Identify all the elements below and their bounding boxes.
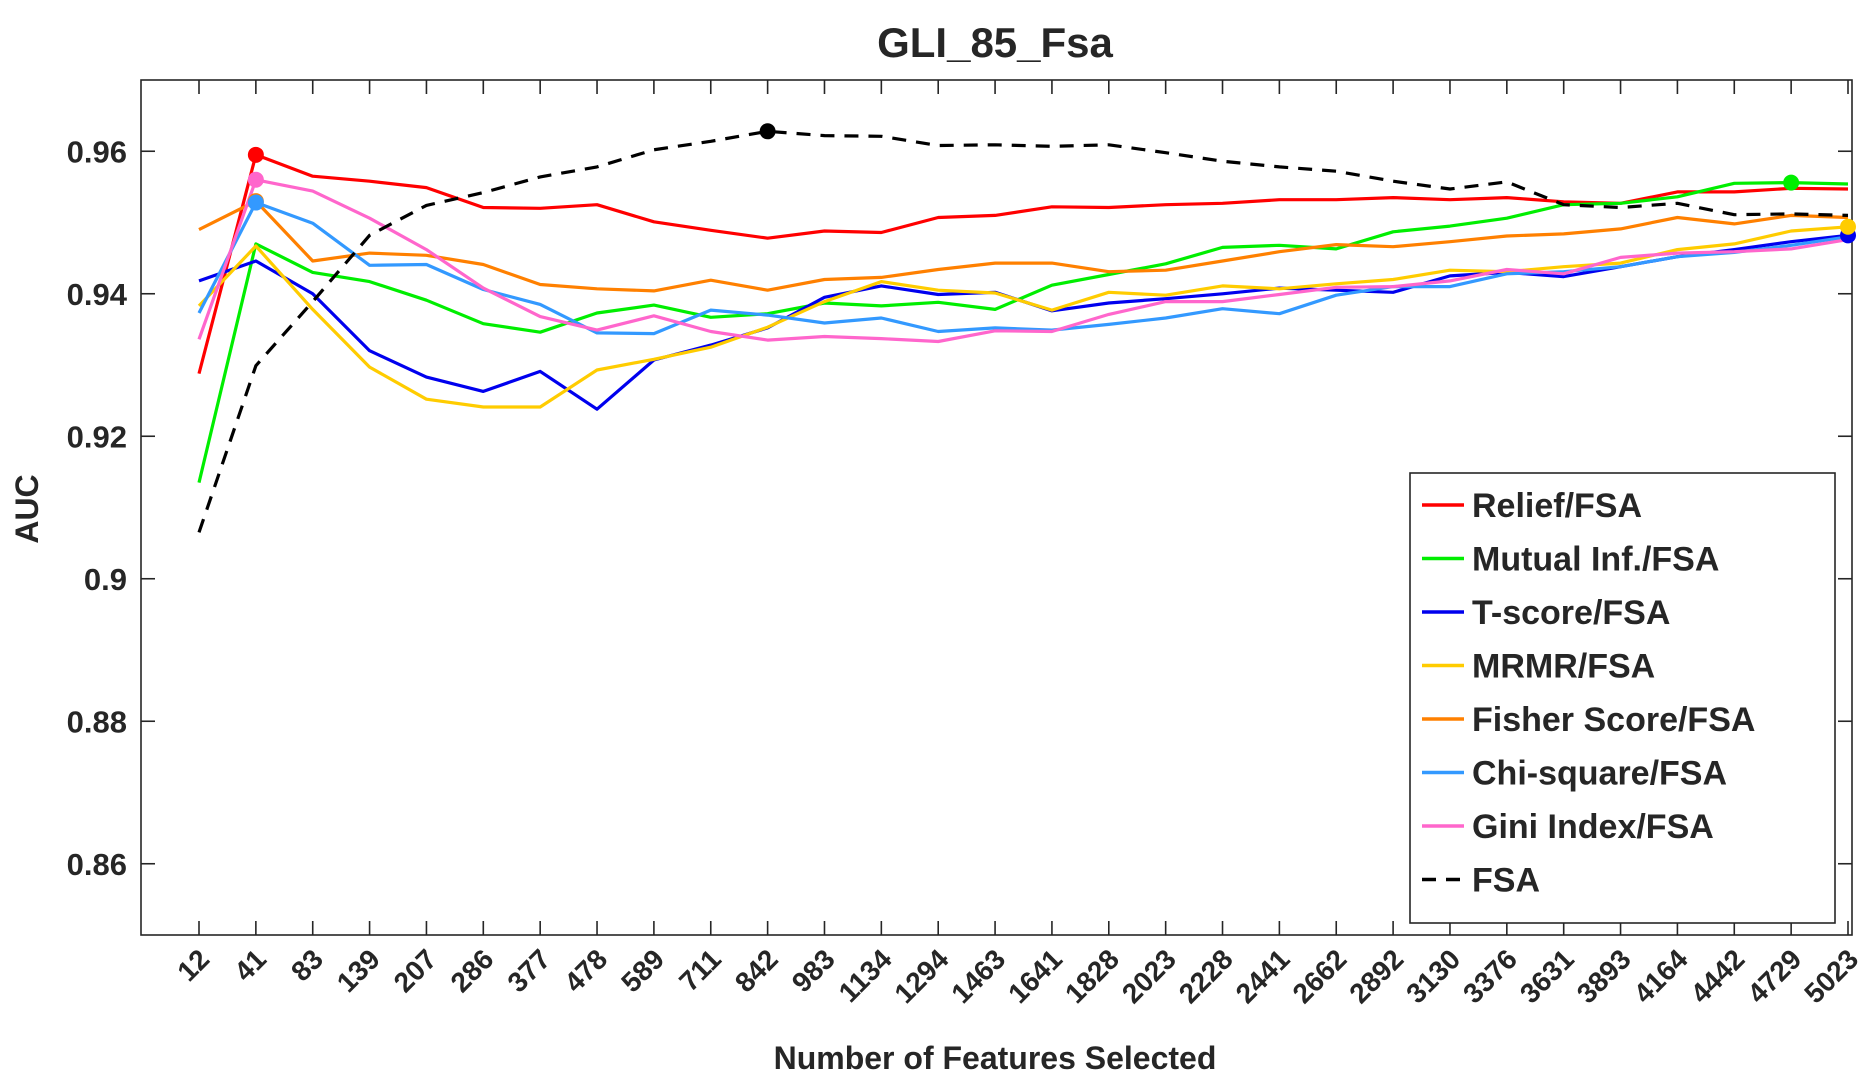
legend-items: Relief/FSA Mutual Inf./FSA T-score/FSA MRMR…: [1422, 487, 1755, 900]
legend-label-1: Mutual Inf./FSA: [1472, 541, 1719, 579]
y-tick-label: 0.9: [84, 562, 127, 597]
legend-label-0: Relief/FSA: [1472, 487, 1642, 525]
series-marker-1: [1783, 174, 1800, 191]
legend-label-2: T-score/FSA: [1472, 594, 1670, 632]
series-lines: [197, 129, 1849, 533]
y-tick-label: 0.88: [67, 704, 127, 739]
legend-label-4: Fisher Score/FSA: [1472, 701, 1755, 739]
chart-title: GLI_85_Fsa: [877, 19, 1113, 66]
y-axis-label: AUC: [9, 474, 45, 543]
series-line-3: [197, 225, 1849, 409]
series-marker-7: [759, 123, 776, 140]
series-line-0: [197, 153, 1849, 375]
series-marker-5: [247, 194, 264, 211]
y-tick-label: 0.94: [67, 277, 128, 312]
series-marker-0: [247, 146, 264, 163]
legend-label-5: Chi-square/FSA: [1472, 755, 1727, 793]
legend-box: [1409, 472, 1836, 924]
legend-label-7: FSA: [1472, 862, 1540, 900]
series-marker-3: [1840, 218, 1856, 235]
legend-label-6: Gini Index/FSA: [1472, 808, 1714, 846]
y-axis: 0.86 0.88 0.9 0.92 0.94 0.96: [67, 134, 1852, 882]
legend-label-3: MRMR/FSA: [1472, 648, 1655, 686]
series-line-1: [197, 181, 1849, 483]
series-markers: [247, 123, 1856, 244]
series-line-7: [197, 129, 1849, 533]
series-line-4: [198, 199, 1849, 293]
y-tick-label: 0.86: [67, 847, 127, 882]
y-tick-label: 0.92: [67, 419, 127, 454]
legend: Relief/FSA Mutual Inf./FSA T-score/FSA MRMR…: [1409, 472, 1836, 924]
y-tick-label: 0.96: [67, 134, 127, 169]
series-marker-6: [247, 171, 264, 188]
x-axis-label: Number of Features Selected: [774, 1040, 1217, 1076]
series-line-6: [197, 178, 1849, 344]
